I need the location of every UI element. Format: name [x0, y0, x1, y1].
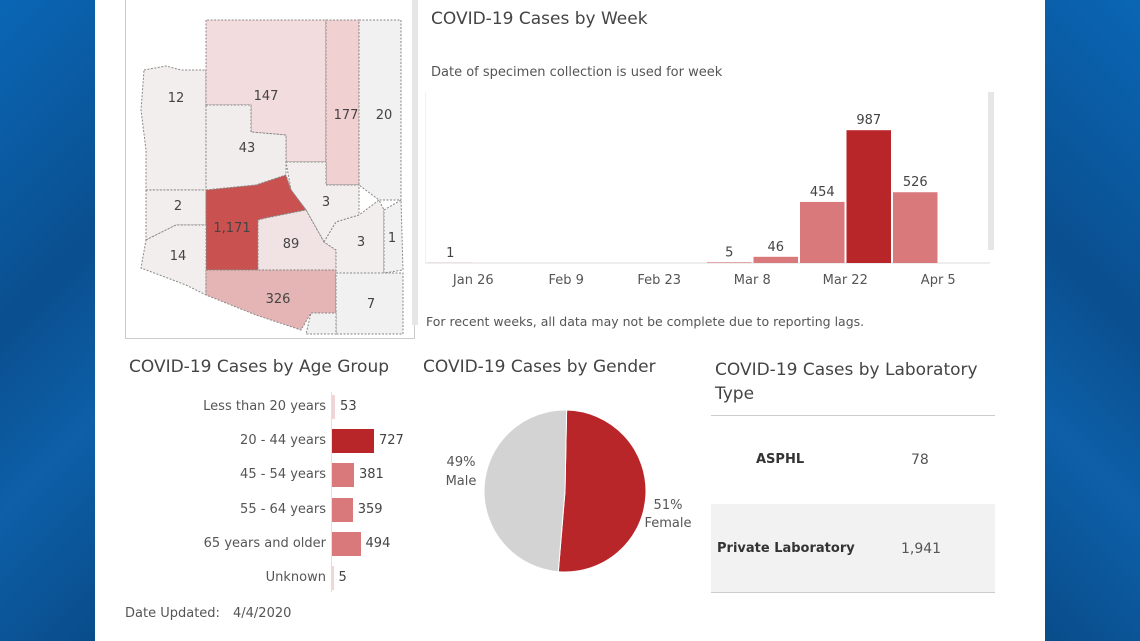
week-x-tick-label: Feb 9 — [549, 273, 584, 288]
map-label: 3 — [322, 195, 330, 210]
age-bar-value-label: 359 — [357, 501, 383, 517]
map-county-1171[interactable] — [205, 174, 307, 271]
age-bar[interactable] — [332, 429, 374, 454]
map-county-1[interactable] — [383, 199, 404, 274]
age-category-label: 55 - 64 years — [240, 501, 326, 517]
age-row[interactable]: 55 - 64 years 359 — [125, 493, 410, 527]
week-x-tick-label: Feb 23 — [637, 273, 681, 288]
week-bar-value-label: 987 — [856, 113, 881, 128]
county-map: 12 147 177 20 43 2 3 1,171 89 3 1 14 326… — [140, 19, 404, 335]
male-percent-label: 49% — [447, 455, 476, 470]
age-row[interactable]: 65 years and older 494 — [125, 527, 410, 561]
week-x-tick-label: Jan 26 — [452, 273, 494, 288]
week-chart-title: COVID-19 Cases by Week — [431, 9, 648, 29]
female-label: Female — [644, 516, 691, 531]
age-bar-chart: Less than 20 years 53 20 - 44 years 727 45 -… — [125, 390, 410, 596]
age-row[interactable]: Less than 20 years 53 — [125, 390, 410, 424]
week-bar-value-label: 1 — [446, 246, 454, 261]
age-category-label: 65 years and older — [203, 535, 326, 551]
map-county-3-east[interactable] — [323, 199, 385, 274]
age-bar-value-label: 727 — [379, 433, 404, 449]
right-background — [1045, 0, 1140, 641]
age-category-label: 20 - 44 years — [240, 433, 326, 449]
week-bar[interactable] — [753, 256, 799, 263]
map-county-12[interactable] — [140, 65, 207, 191]
age-category-label: Unknown — [265, 570, 326, 585]
week-bar[interactable] — [893, 192, 938, 263]
map-county-small[interactable] — [305, 312, 337, 335]
date-updated-label: Date Updated: — [125, 606, 220, 621]
county-map-frame: 12 147 177 20 43 2 3 1,171 89 3 1 14 326… — [125, 0, 415, 339]
week-bar-value-label: 46 — [767, 240, 784, 255]
pie-slice-male[interactable] — [483, 409, 568, 573]
lab-table-title: COVID-19 Cases by Laboratory Type — [715, 360, 978, 404]
map-label: 20 — [376, 108, 393, 123]
week-x-tick-label: Mar 22 — [823, 273, 868, 288]
age-bar[interactable] — [332, 463, 354, 488]
map-county-20[interactable] — [358, 19, 402, 201]
map-label: 14 — [170, 249, 187, 264]
female-percent-label: 51% — [654, 498, 683, 513]
lab-row-label: Private Laboratory — [717, 541, 855, 556]
week-chart-subtitle: Date of specimen collection is used for … — [431, 65, 723, 80]
lab-row-value: 1,941 — [901, 541, 942, 557]
age-row[interactable]: Unknown 5 — [125, 561, 410, 595]
map-label: 1 — [388, 231, 396, 246]
map-label: 3 — [357, 235, 365, 250]
age-bar[interactable] — [332, 497, 353, 522]
week-bar[interactable] — [800, 201, 845, 263]
age-bar[interactable] — [332, 566, 334, 590]
pie-slice-female[interactable] — [557, 409, 647, 573]
lab-row-aspHL: ASPHL 78 — [711, 416, 995, 504]
map-label: 326 — [266, 292, 291, 307]
map-label: 1,171 — [213, 221, 250, 236]
lab-row-label: ASPHL — [756, 452, 805, 467]
age-axis-line — [331, 392, 332, 592]
week-bar[interactable] — [707, 262, 752, 263]
map-label: 177 — [334, 108, 359, 123]
dashboard-panel: 12 147 177 20 43 2 3 1,171 89 3 1 14 326… — [95, 0, 1045, 641]
age-row[interactable]: 45 - 54 years 381 — [125, 458, 410, 492]
date-updated-value: 4/4/2020 — [233, 606, 292, 621]
map-label: 89 — [283, 237, 300, 252]
week-bar-chart: 1 5 46 454 987 526 Jan 26 Feb 9 Feb 23 Mar 8 Mar … — [425, 92, 994, 288]
map-label: 43 — [239, 141, 256, 156]
map-scrollbar[interactable] — [412, 0, 418, 325]
age-category-label: 45 - 54 years — [240, 467, 326, 483]
week-chart-scrollbar[interactable] — [988, 92, 994, 250]
map-label: 12 — [168, 91, 185, 106]
week-x-tick-label: Apr 5 — [921, 273, 956, 288]
age-category-label: Less than 20 years — [203, 399, 326, 414]
week-x-tick-label: Mar 8 — [734, 273, 771, 288]
age-bar[interactable] — [332, 531, 361, 556]
age-bar-value-label: 494 — [365, 535, 391, 551]
map-label: 147 — [254, 89, 279, 104]
age-bar-value-label: 381 — [359, 467, 384, 483]
lab-row-private: Private Laboratory 1,941 — [711, 504, 995, 593]
male-label: Male — [446, 474, 477, 489]
map-label: 2 — [174, 199, 182, 214]
age-row[interactable]: 20 - 44 years 727 — [125, 424, 410, 458]
left-background — [0, 0, 95, 641]
week-bar-value-label: 454 — [810, 185, 835, 200]
week-bar[interactable] — [846, 130, 892, 263]
map-county-14[interactable] — [140, 224, 207, 296]
age-bar-value-label: 5 — [338, 570, 347, 585]
gender-chart-title: COVID-19 Cases by Gender — [423, 357, 656, 377]
map-label: 7 — [367, 297, 375, 312]
age-bar[interactable] — [332, 395, 336, 419]
week-bar-value-label: 5 — [725, 245, 733, 260]
lab-row-value: 78 — [911, 452, 929, 468]
lab-table-divider — [711, 415, 995, 416]
week-chart-footnote: For recent weeks, all data may not be co… — [426, 314, 865, 329]
age-bar-value-label: 53 — [340, 399, 357, 414]
week-bar-value-label: 526 — [903, 175, 928, 190]
gender-pie-chart: 49% Male 51% Female — [446, 409, 692, 573]
age-chart-title: COVID-19 Cases by Age Group — [129, 357, 390, 377]
map-county-177[interactable] — [325, 19, 360, 186]
